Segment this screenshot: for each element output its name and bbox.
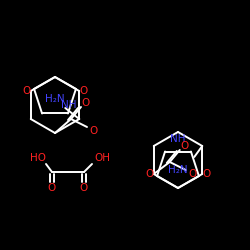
Text: O: O [48,183,56,193]
Text: O: O [90,126,98,136]
Text: NH: NH [170,134,186,144]
Text: O: O [189,169,197,179]
Text: O: O [80,183,88,193]
Text: H₂N: H₂N [46,94,65,104]
Text: O: O [145,169,153,179]
Text: H₂N: H₂N [168,165,188,175]
Text: O: O [22,86,30,96]
Text: NH: NH [62,100,77,110]
Text: O: O [181,141,189,151]
Text: O: O [80,86,88,96]
Text: O: O [203,169,211,179]
Text: HO: HO [30,153,46,163]
Text: O: O [82,98,90,108]
Text: OH: OH [94,153,110,163]
